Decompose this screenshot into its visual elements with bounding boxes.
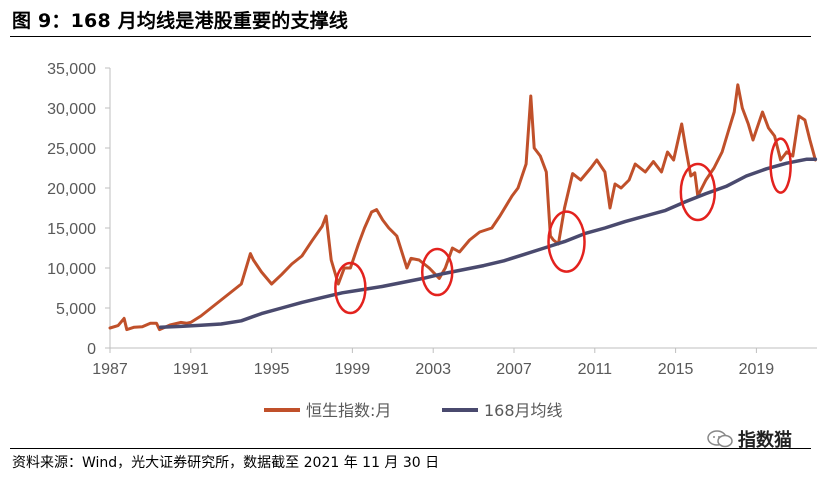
x-tick-label: 2019: [739, 361, 775, 378]
legend-label-index: 恒生指数:月: [306, 401, 391, 420]
annotation-circle: [769, 137, 792, 194]
y-tick-label: 15,000: [47, 221, 96, 238]
annotation-circle: [679, 162, 717, 222]
x-tick-label: 2015: [658, 361, 694, 378]
series-line-index: [108, 83, 817, 332]
x-axis: 1987 1991 1995 1999 2003 2007 2011 2015 2019: [92, 347, 817, 378]
x-tick-label: 1991: [173, 361, 209, 378]
annotation-circle: [420, 247, 454, 297]
annotation-circles: [334, 137, 792, 315]
wechat-icon: [707, 430, 733, 448]
annotation-circle: [547, 210, 586, 273]
y-axis: 0 5,000 10,000 15,000 20,000 25,000 30,000 35,0…: [47, 61, 111, 358]
annotation-circle: [334, 261, 367, 315]
hsi-chart: 0 5,000 10,000 15,000 20,000 25,000 30,000 35,0…: [47, 61, 818, 378]
series-line-ma168: [158, 157, 818, 329]
source-rule: [10, 448, 811, 449]
series-layer: [108, 83, 818, 332]
y-tick-label: 5,000: [56, 301, 96, 318]
source-note: 资料来源：Wind，光大证券研究所，数据截至 2021 年 11 月 30 日: [12, 455, 440, 471]
x-tick-label: 1987: [92, 361, 128, 378]
figure-title: 图 9：168 月均线是港股重要的支撑线: [12, 10, 349, 32]
x-tick-label: 2011: [578, 361, 613, 378]
y-tick-label: 10,000: [47, 261, 96, 278]
watermark: 指数猫: [706, 426, 792, 452]
y-tick-label: 35,000: [47, 61, 96, 78]
y-tick-label: 25,000: [47, 141, 96, 158]
y-tick-label: 30,000: [47, 101, 96, 118]
title-rule: [10, 36, 811, 37]
x-tick-label: 1995: [254, 361, 290, 378]
x-tick-label: 2003: [415, 361, 451, 378]
x-tick-label: 1999: [335, 361, 371, 378]
y-tick-label: 0: [87, 341, 96, 358]
legend-label-ma: 168月均线: [484, 401, 563, 420]
watermark-text: 指数猫: [738, 430, 792, 451]
x-tick-label: 2007: [496, 361, 532, 378]
chart-legend: 恒生指数:月 168月均线: [264, 401, 563, 420]
y-tick-label: 20,000: [47, 181, 96, 198]
